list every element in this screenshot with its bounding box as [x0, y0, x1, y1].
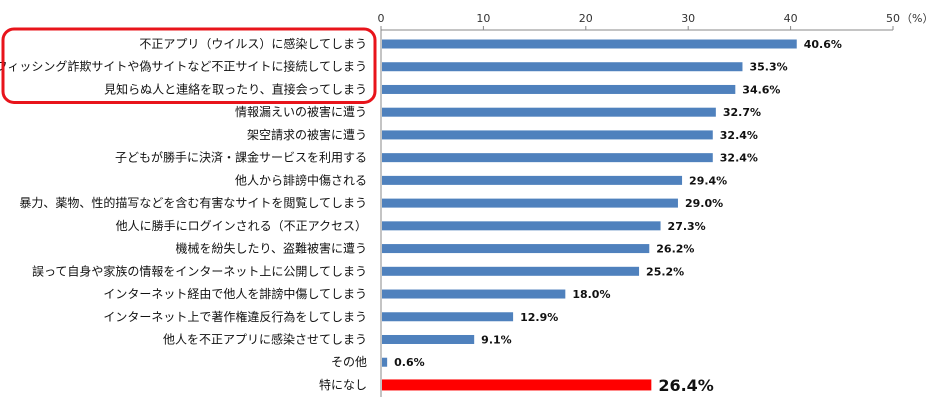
category-label: インターネット経由で他人を誹謗中傷してしまう: [103, 286, 367, 301]
data-label: 29.4%: [689, 174, 727, 187]
category-label: 不正アプリ（ウイルス）に感染してしまう: [139, 36, 367, 51]
bar: [382, 357, 388, 367]
category-label: 子どもが勝手に決済・課金サービスを利用する: [115, 150, 367, 165]
bar: [382, 379, 652, 391]
category-label: 他人に勝手にログインされる（不正アクセス）: [116, 218, 367, 233]
x-tick-label: 40: [784, 12, 798, 25]
data-label: 9.1%: [481, 333, 512, 346]
data-label: 35.3%: [749, 61, 787, 74]
bar: [382, 84, 736, 94]
data-label: 26.4%: [658, 376, 714, 395]
category-label: 暴力、薬物、性的描写などを含む有害なサイトを閲覧してしまう: [19, 195, 367, 210]
category-label: 機械を紛失したり、盗難被害に遭う: [175, 241, 367, 256]
category-label: その他: [331, 355, 367, 369]
data-label: 12.9%: [520, 311, 558, 324]
data-label: 40.6%: [804, 38, 842, 51]
bar: [382, 107, 716, 117]
data-label: 26.2%: [656, 243, 694, 256]
bar: [382, 62, 743, 72]
category-label: 見知らぬ人と連絡を取ったり、直接会ってしまう: [104, 81, 367, 96]
bar: [382, 334, 475, 344]
bar: [382, 289, 566, 299]
bar: [382, 175, 683, 185]
bar: [382, 244, 650, 254]
category-label: 誤って自身や家族の情報をインターネット上に公開してしまう: [32, 263, 367, 278]
bar: [382, 130, 713, 140]
bar: [382, 312, 514, 322]
data-label: 0.6%: [394, 356, 425, 369]
unit-label: （%）: [901, 12, 933, 25]
x-tick-label: 20: [579, 12, 593, 25]
category-label: 他人を不正アプリに感染させてしまう: [163, 331, 367, 346]
bar: [382, 266, 640, 276]
bar: [382, 153, 713, 163]
data-label: 18.0%: [572, 288, 610, 301]
x-tick-label: 10: [476, 12, 490, 25]
category-label: 特になし: [319, 377, 367, 392]
data-label: 32.4%: [720, 129, 758, 142]
x-tick-label: 50: [886, 12, 900, 25]
category-label: 情報漏えいの被害に遭う: [235, 104, 367, 119]
data-label: 34.6%: [742, 83, 780, 96]
data-label: 32.4%: [720, 152, 758, 165]
category-label: 架空請求の被害に遭う: [247, 127, 367, 142]
data-label: 25.2%: [646, 265, 684, 278]
bar: [382, 39, 797, 49]
category-label: フィッシング詐欺サイトや偽サイトなど不正サイトに接続してしまう: [0, 59, 367, 74]
bar: [382, 198, 678, 208]
data-label: 32.7%: [723, 106, 761, 119]
category-label: インターネット上で著作権違反行為をしてしまう: [103, 309, 367, 324]
data-label: 27.3%: [668, 220, 706, 233]
x-tick-label: 30: [681, 12, 695, 25]
data-label: 29.0%: [685, 197, 723, 210]
category-label: 他人から誹謗中傷される: [235, 172, 367, 187]
bar: [382, 221, 661, 231]
x-tick-label: 0: [378, 12, 385, 25]
highlight-box: [1, 27, 377, 104]
